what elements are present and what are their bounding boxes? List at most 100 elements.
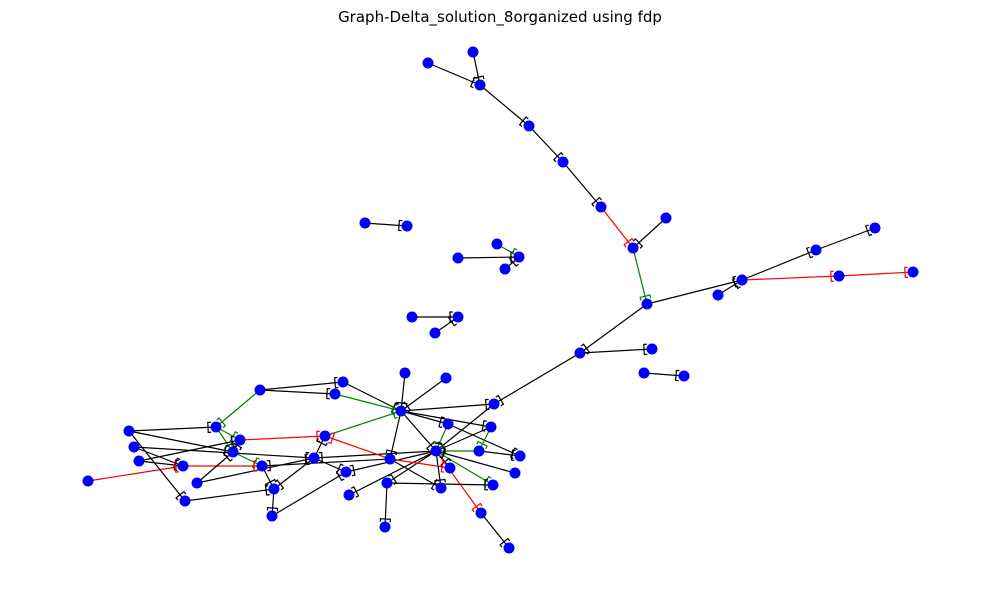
graph-node bbox=[473, 445, 485, 457]
edge-arrowhead bbox=[333, 376, 339, 389]
graph-edge bbox=[128, 430, 234, 453]
edge-arrowhead bbox=[591, 196, 603, 207]
graph-node bbox=[833, 270, 845, 282]
edge-arrowhead bbox=[440, 461, 446, 473]
edge-arrowhead bbox=[472, 75, 485, 82]
edge-arrowhead bbox=[385, 449, 398, 456]
edge-arrowhead bbox=[731, 277, 741, 290]
graph-node bbox=[254, 384, 266, 396]
graph-edge bbox=[646, 279, 743, 305]
graph-node bbox=[810, 244, 822, 256]
edge-arrowhead bbox=[266, 507, 279, 512]
edge-arrowhead bbox=[426, 440, 437, 451]
node-layer bbox=[82, 46, 919, 554]
graph-node bbox=[179, 495, 191, 507]
graph-edge bbox=[435, 450, 494, 486]
graph-edge bbox=[815, 227, 876, 251]
edge-arrowhead bbox=[379, 518, 391, 523]
graph-node bbox=[509, 467, 521, 479]
graph-node bbox=[467, 46, 479, 58]
graph-edge bbox=[741, 249, 817, 281]
graph-edge bbox=[138, 460, 184, 467]
graph-node bbox=[712, 289, 724, 301]
graph-edge bbox=[313, 457, 347, 473]
graph-node bbox=[343, 489, 355, 501]
graph-edge bbox=[384, 482, 388, 528]
graph-node bbox=[452, 252, 464, 264]
edge-arrowhead bbox=[430, 478, 440, 491]
edge-arrowhead bbox=[388, 473, 398, 485]
graph-node bbox=[435, 482, 447, 494]
edge-arrowhead bbox=[481, 419, 488, 432]
edge-arrowhead bbox=[639, 294, 652, 301]
graph-node bbox=[319, 430, 331, 442]
graph-edge bbox=[128, 426, 217, 432]
edge-arrowhead bbox=[553, 151, 564, 163]
graph-edge bbox=[435, 403, 495, 452]
graph-node bbox=[485, 421, 497, 433]
graph-node bbox=[660, 212, 672, 224]
graph-node bbox=[359, 217, 371, 229]
graph-node bbox=[234, 434, 246, 446]
graph-node bbox=[907, 266, 919, 278]
edge-arrowhead bbox=[401, 401, 412, 413]
edge-arrowhead bbox=[499, 537, 511, 548]
edge-arrowhead bbox=[264, 484, 270, 496]
graph-edge bbox=[389, 458, 442, 489]
graph-edge bbox=[215, 389, 261, 428]
edge-arrowhead bbox=[253, 460, 257, 472]
graph-edge bbox=[493, 352, 581, 405]
graph-edge bbox=[435, 450, 482, 514]
graph-edge bbox=[435, 450, 516, 474]
graph-node bbox=[340, 466, 352, 478]
graph-node bbox=[487, 479, 499, 491]
graph-edge bbox=[400, 377, 447, 412]
edge-arrowhead bbox=[335, 469, 345, 482]
graph-node bbox=[395, 405, 407, 417]
graph-node bbox=[444, 462, 456, 474]
graph-node bbox=[210, 421, 222, 433]
graph-node bbox=[736, 274, 748, 286]
edge-arrowhead bbox=[391, 407, 399, 420]
graph-edge bbox=[579, 303, 648, 354]
graph-node bbox=[475, 507, 487, 519]
edge-arrowhead bbox=[327, 432, 335, 445]
edge-layer bbox=[87, 51, 914, 549]
graph-node bbox=[595, 201, 607, 213]
graph-node bbox=[266, 510, 278, 522]
graph-node bbox=[268, 483, 280, 495]
graph-edge bbox=[196, 451, 234, 484]
edge-arrowhead bbox=[495, 394, 505, 407]
graph-node bbox=[429, 327, 441, 339]
graph-node bbox=[399, 367, 411, 379]
graph-node bbox=[523, 120, 535, 132]
graph-node bbox=[641, 298, 653, 310]
graph-node bbox=[82, 475, 94, 487]
graph-node bbox=[503, 542, 515, 554]
edge-arrowhead bbox=[484, 479, 489, 491]
graph-edge bbox=[400, 410, 437, 452]
graph-node bbox=[488, 398, 500, 410]
edge-arrowhead bbox=[222, 451, 233, 462]
graph-node bbox=[646, 343, 658, 355]
graph-node bbox=[440, 372, 452, 384]
diagram-title: Graph-Delta_solution_8organized using fd… bbox=[338, 8, 662, 26]
edge-arrowhead bbox=[485, 398, 490, 411]
graph-edge bbox=[600, 206, 634, 249]
graph-edge bbox=[87, 465, 184, 482]
graph-node bbox=[638, 367, 650, 379]
edge-arrowhead bbox=[471, 502, 483, 513]
edge-arrowhead bbox=[830, 270, 835, 282]
edge-arrowhead bbox=[173, 461, 179, 473]
graph-edge bbox=[643, 372, 685, 377]
graph-edge bbox=[435, 450, 442, 489]
graph-edge bbox=[271, 471, 347, 517]
edge-arrowhead bbox=[175, 490, 187, 501]
edge-arrowhead bbox=[318, 451, 323, 464]
graph-edge bbox=[838, 271, 914, 277]
graph-node bbox=[452, 311, 464, 323]
graph-edge bbox=[579, 348, 653, 354]
edge-arrowhead bbox=[632, 238, 644, 249]
graph-edge bbox=[324, 410, 402, 437]
